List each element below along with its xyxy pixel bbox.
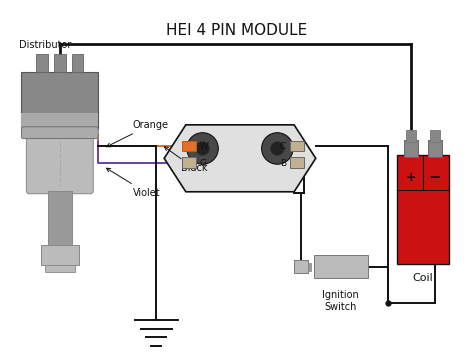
Circle shape (262, 133, 293, 164)
FancyBboxPatch shape (72, 54, 83, 72)
Text: W: W (200, 142, 209, 151)
FancyBboxPatch shape (314, 255, 368, 278)
Text: G: G (200, 159, 207, 168)
FancyBboxPatch shape (428, 140, 442, 157)
FancyBboxPatch shape (308, 263, 311, 271)
Text: Orange: Orange (107, 120, 169, 147)
FancyBboxPatch shape (290, 157, 304, 168)
FancyBboxPatch shape (294, 260, 308, 273)
Circle shape (196, 142, 210, 155)
Text: HEI 4 PIN MODULE: HEI 4 PIN MODULE (166, 23, 308, 38)
FancyBboxPatch shape (36, 54, 48, 72)
FancyBboxPatch shape (430, 130, 440, 142)
Text: Distributor: Distributor (19, 40, 72, 50)
Text: −: − (428, 170, 441, 186)
Circle shape (187, 133, 219, 164)
FancyBboxPatch shape (21, 113, 98, 133)
FancyBboxPatch shape (290, 141, 304, 152)
FancyBboxPatch shape (21, 127, 98, 138)
Text: Black: Black (164, 147, 208, 173)
Polygon shape (164, 125, 316, 192)
FancyBboxPatch shape (45, 264, 74, 273)
FancyBboxPatch shape (27, 134, 93, 194)
Circle shape (271, 142, 284, 155)
Text: Violet: Violet (107, 168, 160, 198)
Text: C: C (280, 142, 286, 151)
FancyBboxPatch shape (48, 191, 72, 245)
Text: Coil: Coil (413, 273, 433, 283)
FancyBboxPatch shape (41, 245, 79, 264)
Text: B: B (280, 159, 286, 168)
FancyBboxPatch shape (406, 130, 416, 142)
FancyBboxPatch shape (182, 157, 196, 168)
FancyBboxPatch shape (398, 155, 448, 264)
Text: Ignition
Switch: Ignition Switch (322, 290, 359, 312)
Text: +: + (406, 171, 417, 185)
FancyBboxPatch shape (21, 72, 98, 129)
FancyBboxPatch shape (404, 140, 418, 157)
FancyBboxPatch shape (54, 54, 66, 72)
FancyBboxPatch shape (182, 141, 196, 152)
